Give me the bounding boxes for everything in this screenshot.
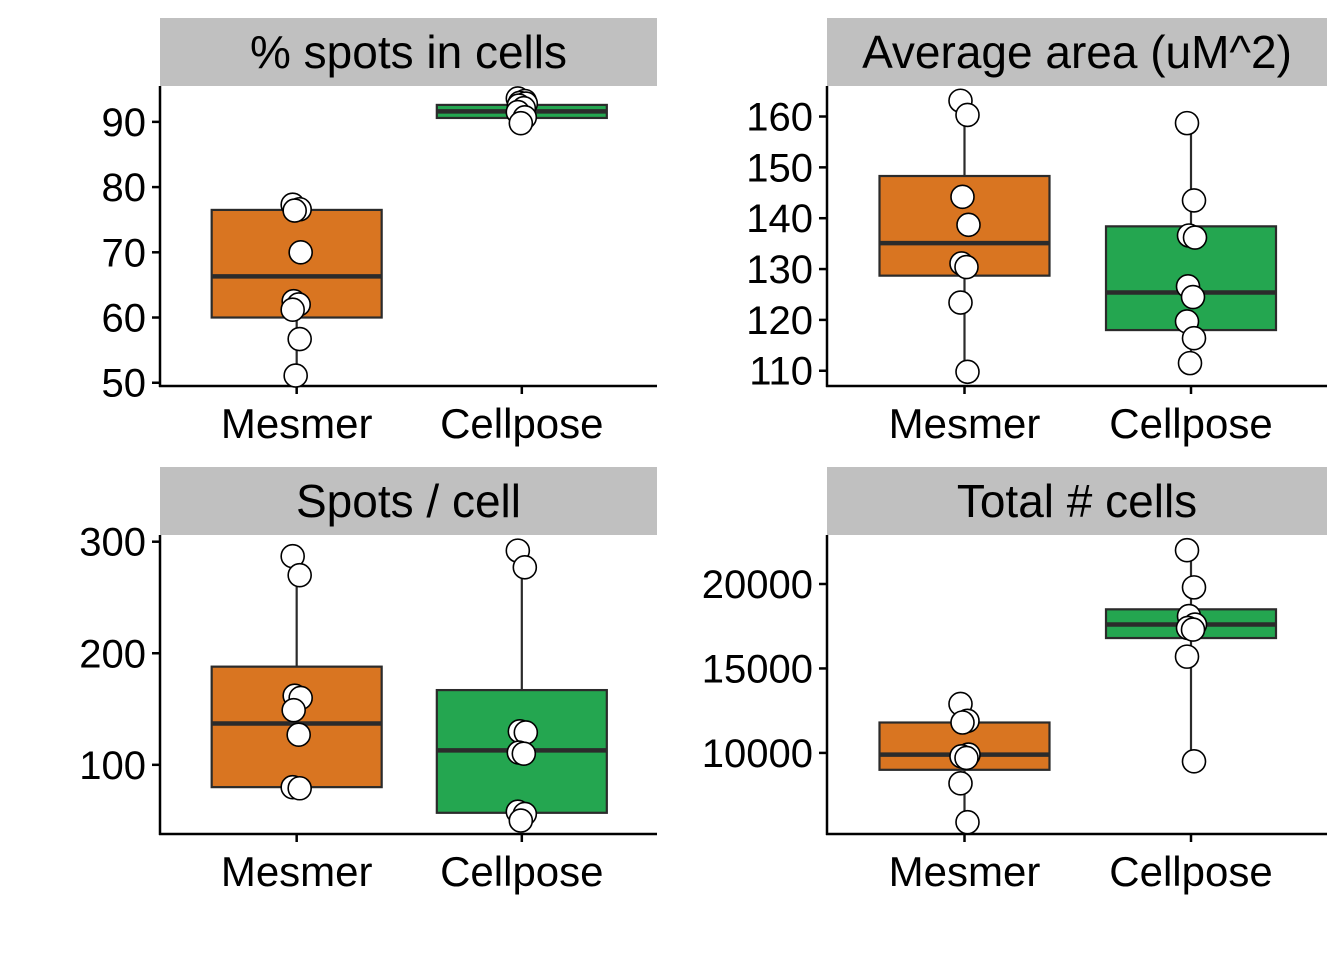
y-tick-label: 140 [746,197,813,241]
y-tick-label: 10000 [702,732,813,776]
data-point-mesmer [948,290,973,315]
data-point-cellpose [512,555,538,580]
data-point-mesmer [287,775,312,801]
data-point-mesmer [955,809,980,835]
y-tick-label: 160 [746,96,813,140]
facet-strip [827,18,1327,86]
data-point-mesmer [954,745,979,771]
data-point-cellpose [1182,225,1208,250]
y-tick-label: 60 [102,297,147,341]
data-point-mesmer [287,326,312,352]
x-tick-label-mesmer: Mesmer [221,848,373,895]
y-tick-label: 100 [79,744,146,788]
x-tick-label-cellpose: Cellpose [1109,400,1272,447]
panel-4: Total # cells 10000 15000 20000 Mesmer Cellpo… [702,467,1327,895]
y-tick-label: 150 [746,146,813,190]
y-tick-label: 15000 [702,647,813,691]
data-point-mesmer [950,710,975,735]
x-tick-label-mesmer: Mesmer [889,848,1041,895]
data-point-cellpose [1181,749,1207,774]
data-point-cellpose [1174,537,1200,563]
y-tick-label: 80 [102,166,147,210]
data-point-cellpose [1180,284,1206,310]
facet-title: Spots / cell [296,475,521,527]
panel-1: % spots in cells 50 60 70 80 90 Mesmer Cellpose [102,18,657,447]
data-point-cellpose [1174,110,1200,136]
data-point-mesmer [956,212,981,238]
y-tick-label: 120 [746,299,813,343]
data-point-cellpose [1180,617,1206,642]
data-point-mesmer [283,363,308,388]
y-tick-label: 300 [79,521,146,565]
data-point-mesmer [948,771,973,796]
y-tick-label: 20000 [702,563,813,607]
y-tick-label: 200 [79,632,146,676]
facet-strip [160,467,657,535]
panel-3: Spots / cell 100 200 300 Mesmer Cellpose [79,467,657,895]
data-point-mesmer [954,254,979,280]
facet-title: Average area (uM^2) [862,26,1292,78]
x-tick-label-cellpose: Cellpose [1109,848,1272,895]
facet-title: Total # cells [957,475,1197,527]
data-point-mesmer [281,697,306,723]
x-tick-label-mesmer: Mesmer [889,400,1041,447]
data-point-cellpose [1177,350,1203,376]
data-point-cellpose [511,741,537,766]
facet-strip [827,467,1327,535]
y-tick-label: 70 [102,231,147,275]
data-point-mesmer [955,102,980,128]
facet-strip [160,18,657,86]
x-tick-label-mesmer: Mesmer [221,400,373,447]
data-point-cellpose [508,808,534,833]
data-point-mesmer [287,562,312,588]
data-point-mesmer [282,198,307,223]
x-tick-label-cellpose: Cellpose [440,848,603,895]
data-point-mesmer [286,722,311,748]
data-point-cellpose [1174,644,1200,669]
data-point-cellpose [1181,575,1207,600]
y-tick-label: 130 [746,248,813,292]
data-point-cellpose [1181,188,1207,213]
x-tick-label-cellpose: Cellpose [440,400,603,447]
y-tick-label: 110 [749,350,813,394]
y-tick-label: 50 [102,362,147,406]
data-point-cellpose [508,110,534,136]
data-point-mesmer [288,240,313,265]
data-point-mesmer [280,297,305,322]
panel-2: Average area (uM^2) 110 120 130 140 150 160 Mes… [746,18,1327,447]
facet-title: % spots in cells [250,26,567,78]
data-point-mesmer [955,359,980,385]
y-tick-label: 90 [102,101,147,145]
data-point-mesmer [950,184,975,210]
data-point-cellpose [1181,325,1207,351]
